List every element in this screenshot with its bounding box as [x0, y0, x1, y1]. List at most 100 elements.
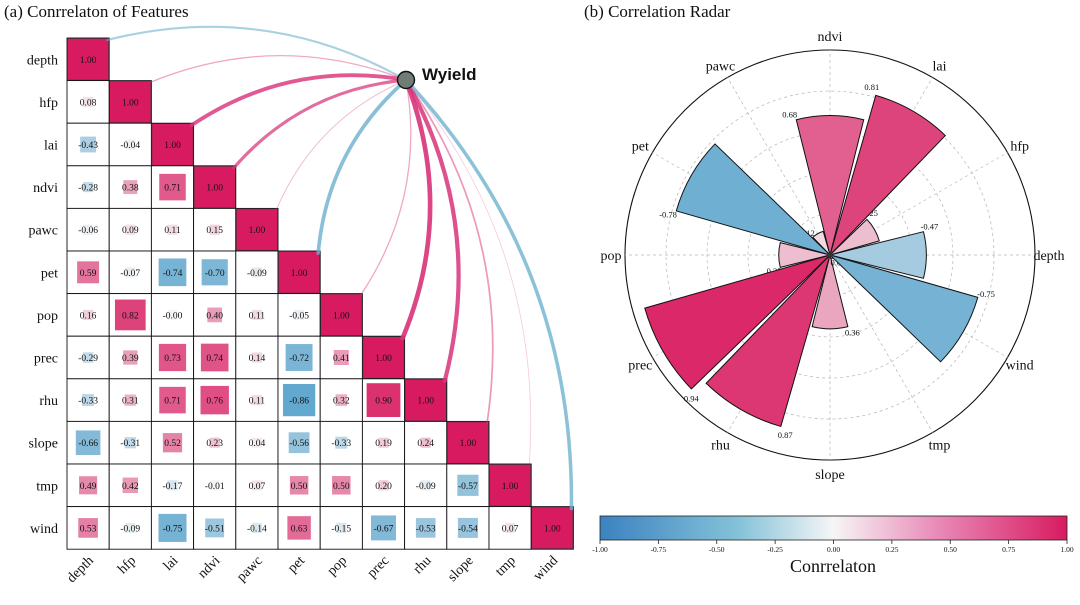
- heatmap-value: -0.14: [247, 524, 267, 534]
- heatmap-square: [504, 522, 516, 534]
- heatmap-value: 0.11: [249, 397, 266, 407]
- heatmap-square: [288, 431, 311, 454]
- radar-category-label: pop: [601, 249, 622, 264]
- heatmap-value: 0.39: [122, 354, 139, 364]
- heatmap-value: -0.06: [78, 226, 98, 236]
- heatmap-square: [289, 475, 309, 496]
- heatmap-square: [158, 343, 187, 372]
- heatmap-value: 0.04: [249, 439, 266, 449]
- heatmap-value: 0.74: [206, 354, 223, 364]
- heatmap-diagonal: [531, 506, 574, 550]
- heatmap-square: [456, 474, 480, 497]
- heatmap-col-label: pop: [325, 553, 350, 578]
- heatmap-value: 0.16: [80, 311, 97, 321]
- heatmap-square: [251, 266, 263, 278]
- radar-value-label: 0.68: [782, 109, 797, 119]
- heatmap-value: 0.71: [164, 184, 181, 194]
- heatmap-square: [370, 514, 397, 541]
- heatmap-square: [420, 479, 432, 491]
- heatmap-square: [114, 298, 147, 331]
- heatmap-col-label: ndvi: [195, 553, 223, 581]
- heatmap-square: [166, 479, 179, 491]
- heatmap-value: 0.07: [249, 482, 266, 492]
- wyield-link: [404, 78, 574, 511]
- heatmap-value: 0.73: [164, 354, 181, 364]
- colorbar-tick-label: -0.25: [767, 545, 783, 554]
- colorbar: Conrrelaton -1.00 -0.75 -0.50 -0.25 0.00 0.25…: [592, 515, 1074, 576]
- heatmap-square: [124, 522, 136, 534]
- heatmap-square: [81, 393, 95, 407]
- radar-category-label: lai: [933, 59, 947, 74]
- radar-bar: [811, 254, 849, 330]
- heatmap-square: [251, 522, 263, 534]
- heatmap-square: [204, 517, 225, 538]
- colorbar-tick-label: 0.25: [885, 545, 898, 554]
- heatmap-value: 0.82: [122, 311, 139, 321]
- heatmap-value: 0.07: [502, 524, 519, 534]
- heatmap-diagonal: [109, 80, 152, 123]
- heatmap-cell: [66, 165, 110, 209]
- heatmap-value: -0.70: [205, 269, 225, 279]
- heatmap-square: [82, 224, 94, 236]
- radar-category-label: ndvi: [818, 30, 843, 45]
- heatmap-value: 1.00: [164, 141, 181, 151]
- heatmap-row-label: rhu: [39, 394, 58, 409]
- heatmap-value: 0.38: [122, 184, 139, 194]
- wyield-links: Wyield: [106, 25, 574, 511]
- radar-value-label: -0.47: [920, 222, 938, 232]
- heatmap-square: [293, 309, 305, 321]
- radar-category-label: pet: [632, 140, 649, 155]
- radar-category-label: prec: [628, 359, 652, 374]
- heatmap-square: [75, 429, 102, 456]
- heatmap-row-label: slope: [28, 437, 58, 452]
- heatmap-square: [162, 432, 183, 453]
- heatmap-square: [124, 436, 137, 449]
- heatmap-value: 1.00: [333, 311, 350, 321]
- heatmap-value: 1.00: [375, 354, 392, 364]
- heatmap-square: [76, 260, 100, 284]
- heatmap-value: -0.04: [120, 141, 140, 151]
- heatmap-square: [251, 351, 263, 364]
- radar-category-label: slope: [815, 468, 845, 483]
- heatmap-square: [206, 306, 223, 323]
- heatmap-square: [282, 383, 316, 417]
- heatmap-value: -0.33: [331, 439, 351, 449]
- radar-bar: [829, 218, 880, 256]
- heatmap-value: -0.51: [205, 524, 225, 534]
- heatmap-value: -0.29: [78, 354, 98, 364]
- heatmap-value: 0.90: [375, 397, 392, 407]
- heatmap-value: -0.07: [120, 269, 140, 279]
- heatmap-value: 0.14: [249, 354, 266, 364]
- colorbar-label: Conrrelaton: [790, 556, 876, 576]
- heatmap-square: [158, 173, 187, 201]
- heatmap-square: [82, 96, 94, 108]
- heatmap-value: 0.49: [80, 482, 97, 492]
- heatmap-value: 0.71: [164, 397, 181, 407]
- heatmap-square: [334, 436, 348, 450]
- heatmap-square: [251, 309, 263, 321]
- heatmap-square: [415, 517, 437, 539]
- heatmap-col-label: pawc: [234, 553, 265, 584]
- heatmap-square: [124, 224, 136, 236]
- radar-bar: [829, 231, 927, 279]
- heatmap-square: [166, 224, 179, 236]
- heatmap-square: [199, 385, 230, 415]
- wyield-link: [106, 25, 408, 82]
- heatmap-col-label: depth: [64, 553, 97, 586]
- heatmap-value: 0.59: [80, 269, 97, 279]
- heatmap-col-label: rhu: [411, 553, 435, 577]
- radar-category-label: depth: [1033, 249, 1064, 264]
- panel-a-title: (a) Conrrelaton of Features: [4, 2, 189, 21]
- colorbar-gradient: [599, 515, 1068, 541]
- heatmap-value: -0.56: [289, 439, 309, 449]
- heatmap-square: [78, 475, 98, 495]
- heatmap-square: [333, 349, 350, 366]
- heatmap-value: 0.52: [164, 439, 181, 449]
- heatmap-value: -0.09: [120, 524, 140, 534]
- heatmap-value: -0.67: [374, 524, 394, 534]
- heatmap-square: [157, 513, 188, 543]
- heatmap-value: 0.76: [206, 397, 223, 407]
- radar-category-label: hfp: [1010, 140, 1029, 155]
- heatmap-col-label: slope: [445, 553, 477, 585]
